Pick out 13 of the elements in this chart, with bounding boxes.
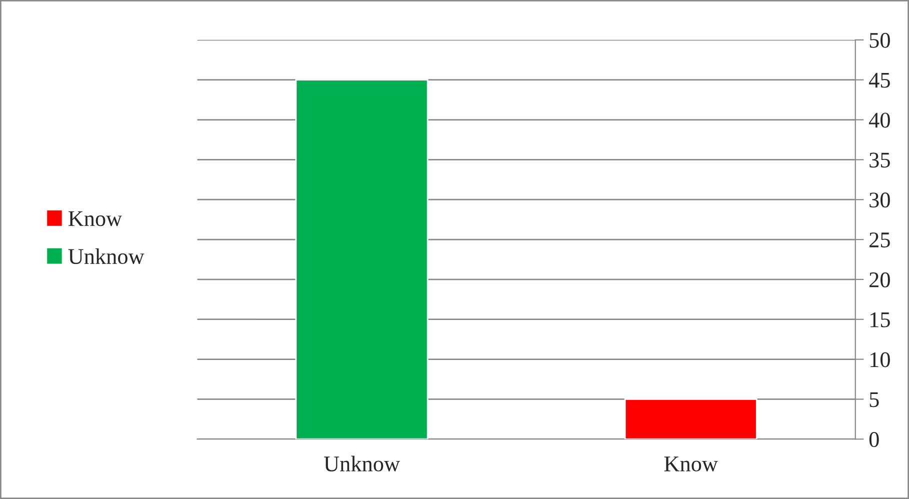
y-tick-label: 15 bbox=[870, 312, 890, 328]
y-tick-label: 0 bbox=[869, 432, 879, 448]
legend-label: Unknow bbox=[68, 248, 144, 264]
y-tick-label: 30 bbox=[870, 192, 890, 208]
y-tick-label: 20 bbox=[870, 272, 890, 288]
y-tick-label: 35 bbox=[870, 152, 890, 168]
y-tick-label: 25 bbox=[870, 232, 890, 248]
y-tick-label: 5 bbox=[870, 392, 879, 408]
y-tick-label: 45 bbox=[868, 72, 890, 88]
legend-label: Know bbox=[68, 211, 122, 226]
y-tick-label: 40 bbox=[868, 112, 890, 128]
y-tick-label: 10 bbox=[870, 352, 890, 368]
y-tick-label: 50 bbox=[870, 32, 890, 48]
